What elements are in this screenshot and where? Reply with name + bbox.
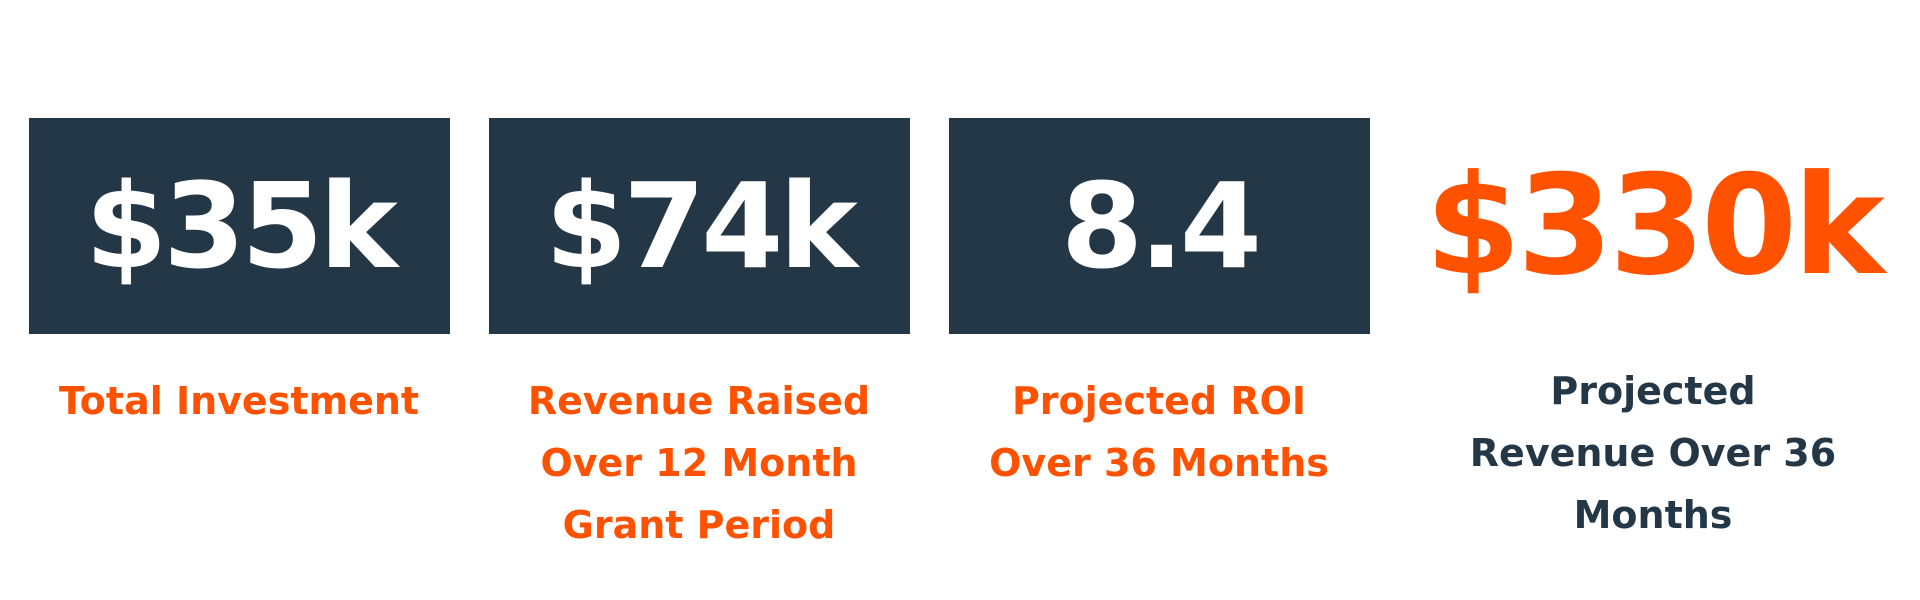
stat-label: Total Investment [9, 370, 469, 432]
label-line: Projected ROI [1011, 379, 1307, 423]
stat-box: $74k [489, 118, 910, 334]
stat-label: Revenue Raised Over 12 Month Grant Period [469, 370, 929, 556]
stat-box: 8.4 [949, 118, 1370, 334]
stat-value: $35k [85, 157, 398, 295]
label-line: Over 12 Month [540, 441, 858, 485]
label-line: Months [1573, 493, 1733, 537]
label-line: Grant Period [562, 503, 836, 547]
stat-label: Projected Revenue Over 36 Months [1423, 360, 1883, 546]
label-line: Revenue Over 36 [1469, 431, 1837, 475]
label-line: Total Investment [58, 379, 420, 423]
stat-label: Projected ROI Over 36 Months [929, 370, 1389, 494]
label-line: Revenue Raised [527, 379, 871, 423]
label-line: Over 36 Months [989, 441, 1329, 485]
label-line: Projected [1550, 369, 1756, 413]
stat-value: $330k [1425, 145, 1885, 306]
stat-value: 8.4 [1060, 157, 1262, 295]
stat-value: $74k [545, 157, 858, 295]
stat-box: $35k [29, 118, 450, 334]
